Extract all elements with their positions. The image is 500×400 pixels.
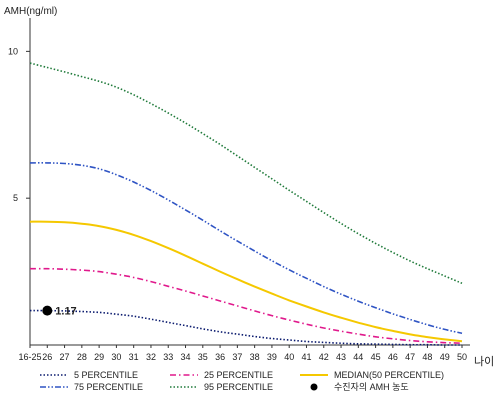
series-line [29,220,463,343]
legend-label: 5 PERCENTILE [74,370,138,380]
x-tick-label: 47 [405,352,415,362]
y-axis-title: AMH(ng/ml) [4,6,57,17]
x-tick-label: 46 [388,352,398,362]
legend-marker-swatch [310,383,318,391]
x-tick-label: 33 [163,352,173,362]
x-tick-label: 31 [129,352,139,362]
series-line [29,309,462,346]
marker-group: 1.17 [42,305,77,318]
x-tick-label: 49 [440,352,450,362]
series-line [29,62,463,285]
y-tick-label: 10 [8,46,18,56]
x-tick-label: 48 [422,352,432,362]
x-tick-label: 45 [371,352,381,362]
legend-label: 25 PERCENTILE [204,370,273,380]
x-tick-label: 28 [77,352,87,362]
x-tick-label: 27 [60,352,70,362]
x-tick-label: 36 [215,352,225,362]
x-tick-label: 37 [232,352,242,362]
x-tick-label: 44 [353,352,363,362]
x-tick-label: 34 [181,352,191,362]
y-axis: 5 10 [8,18,31,345]
legend-label: 95 PERCENTILE [204,382,273,392]
legend-label: MEDIAN(50 PERCENTILE) [334,370,444,380]
x-tick-label: 40 [284,352,294,362]
x-tick-label: 39 [267,352,277,362]
x-tick-label: 32 [146,352,156,362]
legend-marker-label: 수진자의 AMH 농도 [334,382,409,392]
series-line [29,267,463,344]
patient-marker-point [42,305,53,316]
patient-marker-label: 1.17 [55,306,76,318]
x-tick-label: 41 [301,352,311,362]
x-axis: 16-25 26 27 28 29 30 31 32 33 34 35 36 37 38 39 40 41 42 4… [18,344,470,362]
x-tick-label: 38 [250,352,260,362]
x-tick-label: 29 [94,352,104,362]
x-tick-label: 43 [336,352,346,362]
x-tick-label: 26 [42,352,52,362]
y-tick-label: 5 [13,193,18,203]
x-tick-label: 30 [111,352,121,362]
legend-label: 75 PERCENTILE [74,382,143,392]
x-tick-label: 42 [319,352,329,362]
x-tick-label: 35 [198,352,208,362]
x-tick-label: 16-25 [18,352,41,362]
x-axis-title: 나이 [474,355,494,368]
legend: 5 PERCENTILE 25 PERCENTILE MEDIAN(50 PERCE… [40,370,444,392]
x-tick-label: 50 [457,352,467,362]
series-lines [29,62,463,346]
